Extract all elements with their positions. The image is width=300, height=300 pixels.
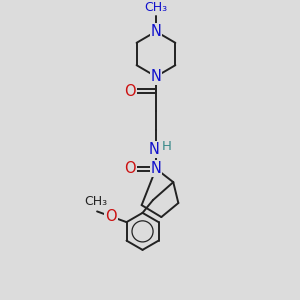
Text: O: O — [105, 209, 117, 224]
Text: O: O — [124, 84, 136, 99]
Text: N: N — [149, 142, 160, 157]
Text: N: N — [151, 24, 161, 39]
Text: CH₃: CH₃ — [84, 195, 107, 208]
Text: CH₃: CH₃ — [144, 2, 167, 14]
Text: H: H — [161, 140, 171, 153]
Text: O: O — [124, 161, 136, 176]
Text: N: N — [151, 161, 161, 176]
Text: N: N — [151, 69, 161, 84]
